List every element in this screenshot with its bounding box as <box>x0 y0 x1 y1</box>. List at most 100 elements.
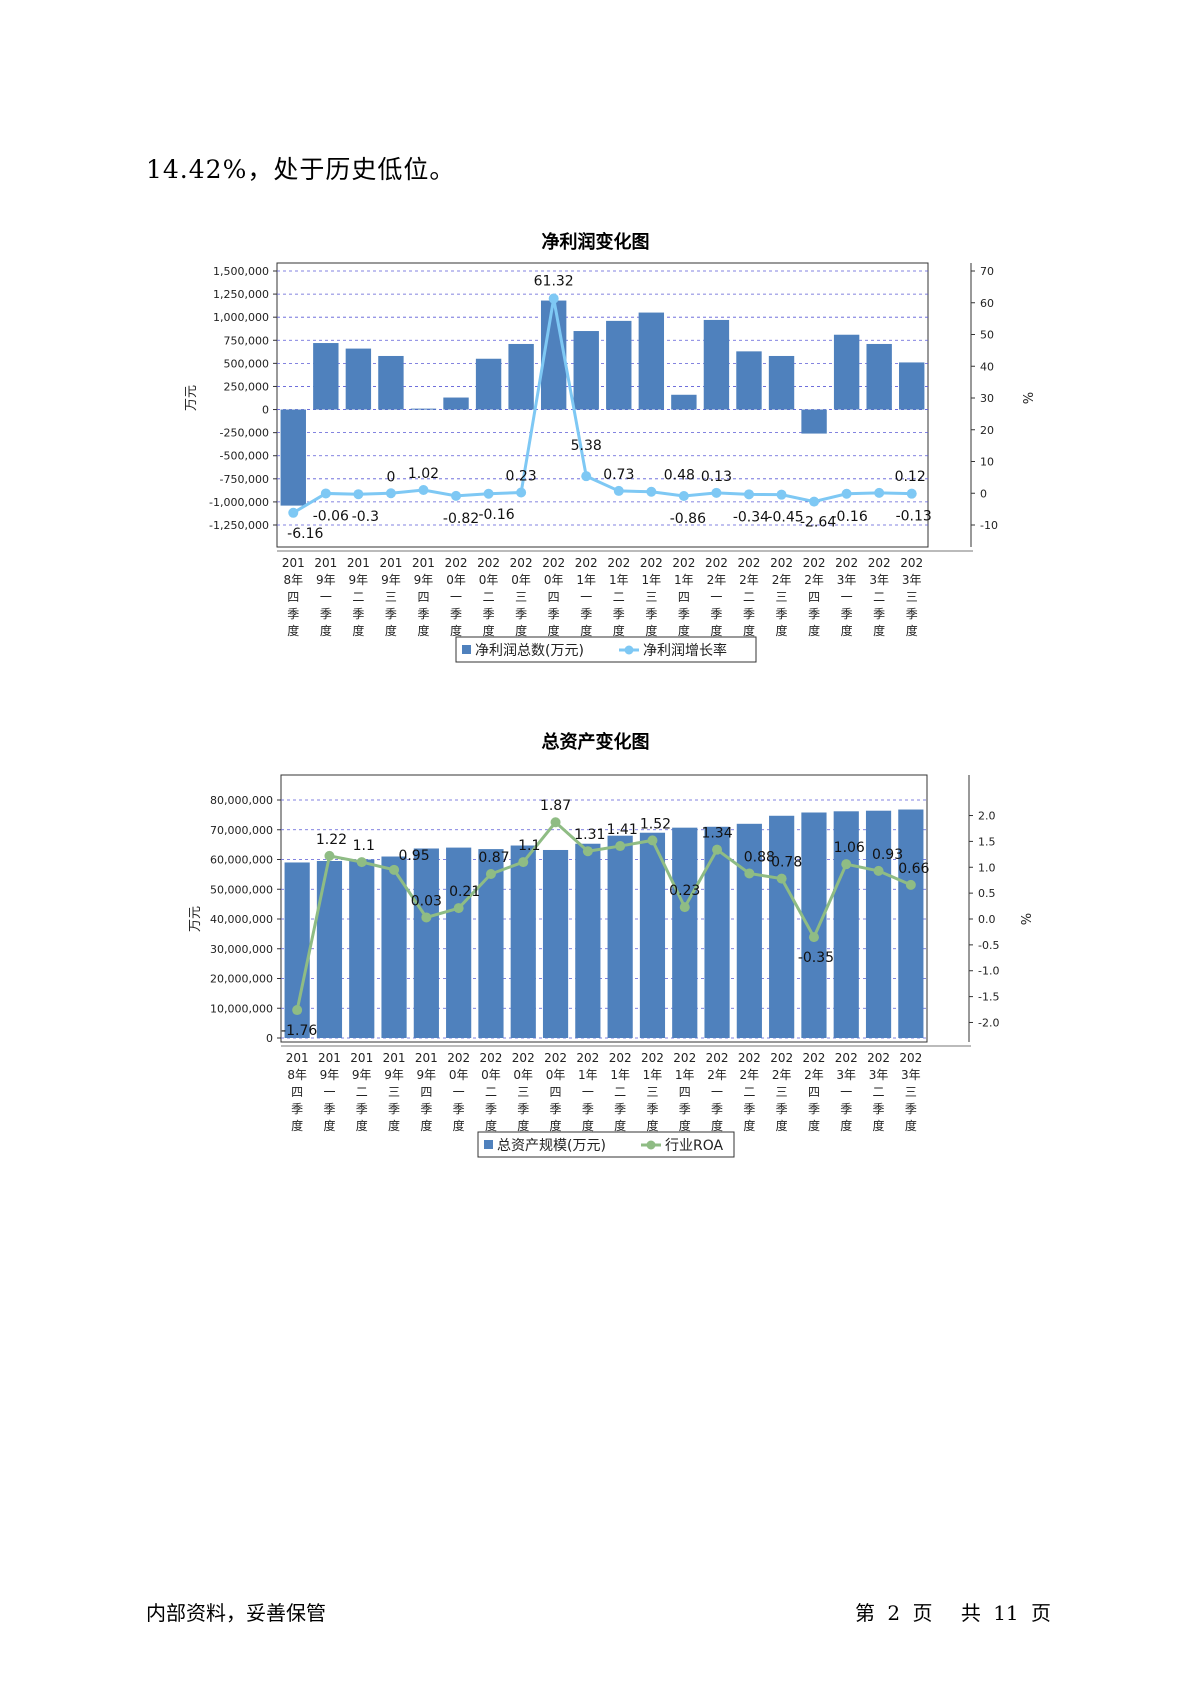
roa-y2label: % <box>1017 913 1032 925</box>
profit-x-tick-label: 202 0年一季度 <box>445 556 468 638</box>
profit-data-label: 61.32 <box>534 274 574 290</box>
profit-line-point <box>320 488 331 499</box>
profit-x-tick-label: 201 9年三季度 <box>379 556 402 638</box>
roa-line-point <box>389 864 400 875</box>
profit-bar <box>703 319 730 410</box>
roa-line-point <box>841 859 852 870</box>
profit-line-point <box>743 489 754 500</box>
roa-data-label: 0.66 <box>898 861 929 877</box>
profit-x-tick-label: 201 9年一季度 <box>314 556 337 638</box>
profit-data-label: 0.73 <box>603 467 634 483</box>
roa-line-point <box>485 868 496 879</box>
profit-y-tick-label: -1,250,000 <box>209 519 269 532</box>
roa-bar <box>865 810 892 1038</box>
profit-bar <box>833 334 860 410</box>
profit-line-point <box>483 488 494 499</box>
roa-line-point <box>905 879 916 890</box>
profit-data-label: -0.86 <box>670 511 706 527</box>
roa-bar <box>833 811 859 1038</box>
total-pages: 11 <box>993 1601 1019 1625</box>
roa-bar <box>349 859 375 1038</box>
profit-line-point <box>874 487 885 498</box>
roa-bar <box>898 809 924 1038</box>
profit-x-tick-label: 202 1年四季度 <box>672 556 695 638</box>
profit-bar <box>573 331 599 410</box>
profit-bar <box>378 355 404 410</box>
profit-y-tick-label: 0 <box>262 404 269 417</box>
profit-bar <box>410 408 437 410</box>
profit-data-label: -0.34 <box>733 509 769 525</box>
roa-bar <box>316 860 343 1038</box>
profit-bar <box>736 351 762 410</box>
profit-data-label: -6.16 <box>287 526 323 542</box>
profit-line-point <box>516 487 527 498</box>
roa-data-label: 1.34 <box>701 826 732 842</box>
profit-data-label: -0.06 <box>313 508 349 524</box>
profit-y-tick-label: 1,000,000 <box>213 311 269 324</box>
profit-y-tick-label: 750,000 <box>224 334 270 347</box>
roa-line-point <box>647 835 658 846</box>
roa-line-point <box>873 865 884 876</box>
profit-data-label: -0.82 <box>443 511 479 527</box>
roa-y2-tick-label: -2.0 <box>978 1016 999 1029</box>
profit-line-point <box>841 488 852 499</box>
footer-page-info: 第 2 页 共 11 页 <box>849 1597 1051 1626</box>
profit-y-tick-label: -750,000 <box>220 473 269 486</box>
net-profit-chart: 1,500,000 1,250,000 1,000,000 750,000 500,00… <box>184 262 1034 663</box>
roa-x-tick-label: 202 0年一季度 <box>447 1051 470 1133</box>
profit-x-tick-label: 202 2年四季度 <box>803 556 826 638</box>
roa-line-point <box>712 844 723 855</box>
roa-data-label: 1.87 <box>540 798 571 814</box>
roa-data-label: 0.78 <box>771 855 802 871</box>
roa-line-point <box>550 817 561 828</box>
profit-series-line <box>292 298 912 515</box>
roa-bar <box>413 848 439 1038</box>
roa-x-tick-label: 202 3年二季度 <box>867 1051 890 1133</box>
profit-bar <box>345 348 372 410</box>
roa-y2-tick-label: 0.0 <box>978 913 996 926</box>
roa-y2-tick-label: -1.5 <box>978 991 999 1004</box>
roa-x-tick-label: 202 2年二季度 <box>738 1051 761 1133</box>
profit-line-point <box>646 486 657 497</box>
roa-legend-line-label: 行业ROA <box>665 1138 724 1154</box>
roa-x-tick-label: 202 0年三季度 <box>512 1051 535 1133</box>
profit-y-tick-label: -1,000,000 <box>209 496 269 509</box>
profit-data-label: -0.45 <box>767 510 803 526</box>
profit-data-label: -0.16 <box>478 507 514 523</box>
page-mid: 页 <box>912 1601 933 1625</box>
profit-plot-frame <box>276 262 929 548</box>
profit-y2-tick-label: 40 <box>980 360 994 373</box>
profit-line-point <box>776 489 787 500</box>
profit-line-point <box>678 490 689 501</box>
profit-data-label: 5.38 <box>571 438 602 454</box>
profit-y-tick-label: -500,000 <box>220 450 269 463</box>
profit-line-point <box>353 489 364 500</box>
roa-data-label: 0.03 <box>411 893 442 909</box>
roa-line-point <box>615 841 626 852</box>
roa-x-tick-label: 202 3年一季度 <box>835 1051 858 1133</box>
roa-bar <box>478 849 504 1038</box>
profit-data-label: -0.16 <box>832 509 868 525</box>
profit-data-label: 0.13 <box>701 469 732 485</box>
profit-y-tick-label: 1,250,000 <box>213 288 269 301</box>
profit-bar <box>638 312 665 410</box>
roa-bar <box>672 827 698 1038</box>
profit-y-tick-label: -250,000 <box>220 427 269 440</box>
profit-y2-tick-label: 50 <box>980 329 994 342</box>
roa-data-label: 1.22 <box>316 832 347 848</box>
footer-confidential: 内部资料，妥善保管 <box>146 1601 326 1625</box>
profit-line-point <box>548 293 559 304</box>
profit-bar <box>508 343 534 410</box>
roa-x-tick-label: 202 3年三季度 <box>899 1051 922 1133</box>
roa-bar <box>542 849 569 1038</box>
profit-bar <box>475 358 502 410</box>
roa-line-point <box>421 912 432 923</box>
profit-y2-tick-label: 30 <box>980 392 994 405</box>
profit-bar <box>671 394 697 410</box>
profit-x-tick-label: 202 2年二季度 <box>738 556 761 638</box>
profit-y2-tick-label: -10 <box>980 519 998 532</box>
roa-line-point <box>582 846 593 857</box>
roa-y-tick-label: 10,000,000 <box>210 1002 273 1015</box>
roa-legend-bar-label: 总资产规模(万元) <box>497 1138 606 1154</box>
profit-x-tick-label: 201 9年二季度 <box>347 556 370 638</box>
